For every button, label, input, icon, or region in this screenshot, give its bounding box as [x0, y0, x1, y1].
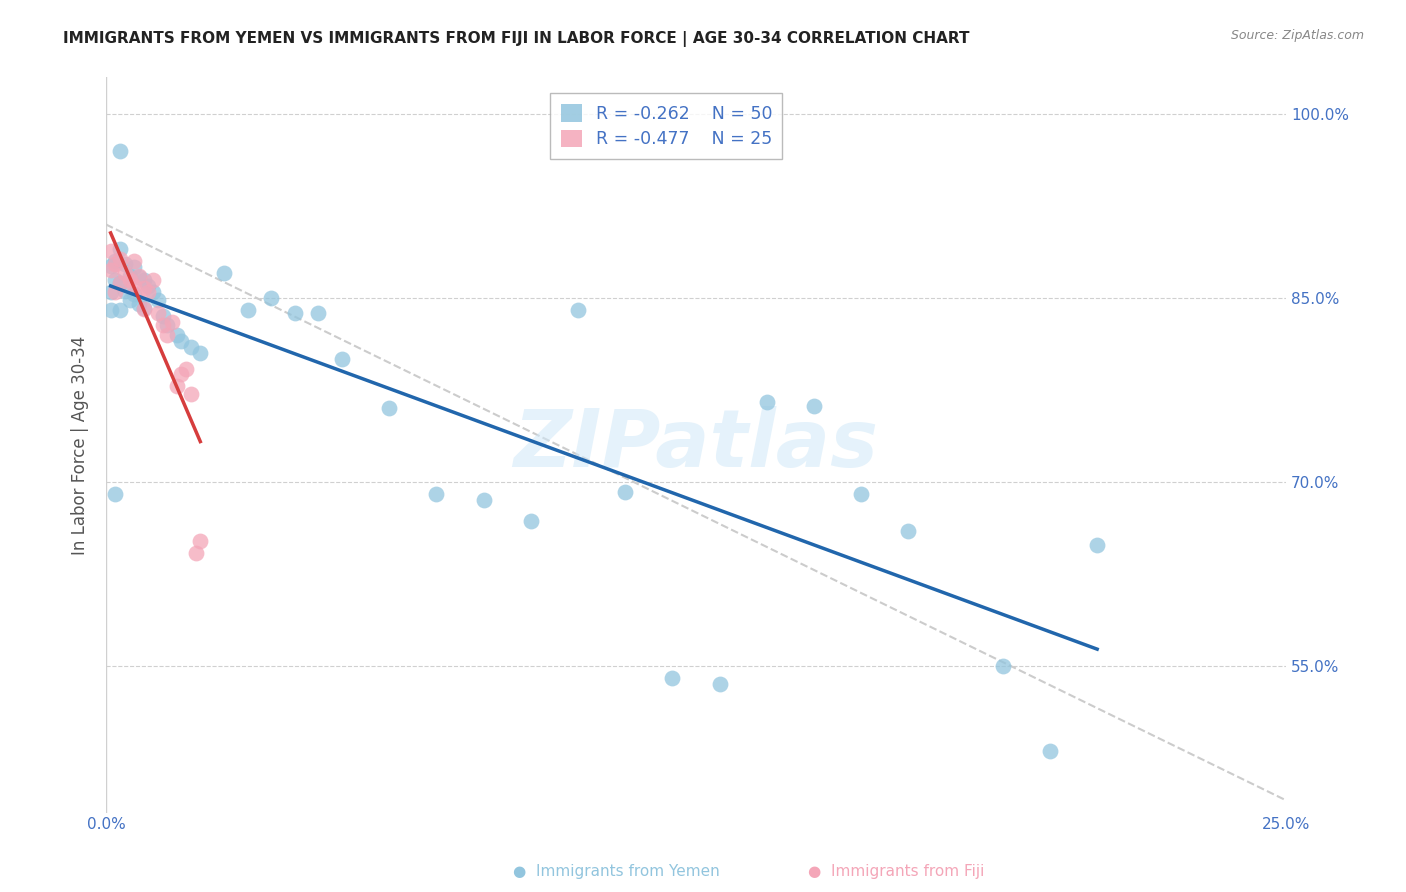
Point — [166, 327, 188, 342]
Text: ●  Immigrants from Yemen: ● Immigrants from Yemen — [513, 864, 720, 879]
Point — [180, 386, 202, 401]
Point — [114, 257, 136, 271]
Text: IMMIGRANTS FROM YEMEN VS IMMIGRANTS FROM FIJI IN LABOR FORCE | AGE 30-34 CORRELA: IMMIGRANTS FROM YEMEN VS IMMIGRANTS FROM… — [63, 31, 970, 47]
Point — [567, 303, 589, 318]
Point — [100, 244, 122, 259]
Point — [108, 277, 131, 291]
Point — [152, 318, 174, 332]
Point — [108, 242, 131, 256]
Point — [122, 287, 145, 301]
Point — [108, 277, 131, 291]
Point — [132, 301, 155, 316]
Point — [284, 306, 307, 320]
Point — [114, 284, 136, 298]
Point — [146, 293, 169, 308]
Point — [160, 316, 183, 330]
Point — [472, 493, 495, 508]
Point — [118, 272, 141, 286]
Point — [100, 259, 122, 273]
Point — [104, 257, 127, 271]
Point — [180, 340, 202, 354]
Point — [104, 254, 127, 268]
Point — [118, 268, 141, 283]
Point — [212, 267, 235, 281]
Point — [128, 297, 150, 311]
Point — [108, 252, 131, 266]
Point — [142, 272, 165, 286]
Point — [156, 327, 179, 342]
Point — [849, 487, 872, 501]
Point — [108, 303, 131, 318]
Point — [122, 260, 145, 275]
Point — [166, 379, 188, 393]
Point — [1085, 538, 1108, 552]
Point — [188, 346, 211, 360]
Point — [122, 278, 145, 293]
Point — [142, 285, 165, 299]
Point — [114, 267, 136, 281]
Point — [156, 318, 179, 332]
Point — [170, 334, 193, 348]
Point — [132, 272, 155, 286]
Point — [104, 285, 127, 299]
Y-axis label: In Labor Force | Age 30-34: In Labor Force | Age 30-34 — [72, 335, 89, 555]
Point — [108, 144, 131, 158]
Point — [519, 514, 541, 528]
Point — [170, 367, 193, 381]
Point — [128, 270, 150, 285]
Point — [236, 303, 259, 318]
Point — [122, 254, 145, 268]
Point — [184, 546, 207, 560]
Text: Source: ZipAtlas.com: Source: ZipAtlas.com — [1230, 29, 1364, 43]
Point — [104, 272, 127, 286]
Point — [174, 362, 197, 376]
Point — [132, 301, 155, 315]
Point — [330, 352, 353, 367]
Point — [614, 484, 637, 499]
Point — [100, 262, 122, 277]
Point — [146, 306, 169, 320]
Point — [260, 291, 283, 305]
Point — [991, 658, 1014, 673]
Point — [307, 306, 329, 320]
Point — [152, 310, 174, 324]
Point — [100, 285, 122, 299]
Point — [128, 268, 150, 283]
Text: ●  Immigrants from Fiji: ● Immigrants from Fiji — [808, 864, 984, 879]
Point — [138, 278, 160, 293]
Point — [104, 487, 127, 501]
Point — [100, 303, 122, 318]
Point — [132, 281, 155, 295]
Point — [138, 285, 160, 299]
Point — [897, 524, 920, 538]
Point — [188, 533, 211, 548]
Point — [118, 293, 141, 308]
Text: ZIPatlas: ZIPatlas — [513, 406, 879, 484]
Point — [378, 401, 401, 416]
Point — [425, 487, 447, 501]
Point — [709, 677, 731, 691]
Legend: R = -0.262    N = 50, R = -0.477    N = 25: R = -0.262 N = 50, R = -0.477 N = 25 — [550, 94, 783, 159]
Point — [803, 399, 825, 413]
Point — [1039, 744, 1062, 758]
Point — [755, 395, 778, 409]
Point — [661, 671, 683, 685]
